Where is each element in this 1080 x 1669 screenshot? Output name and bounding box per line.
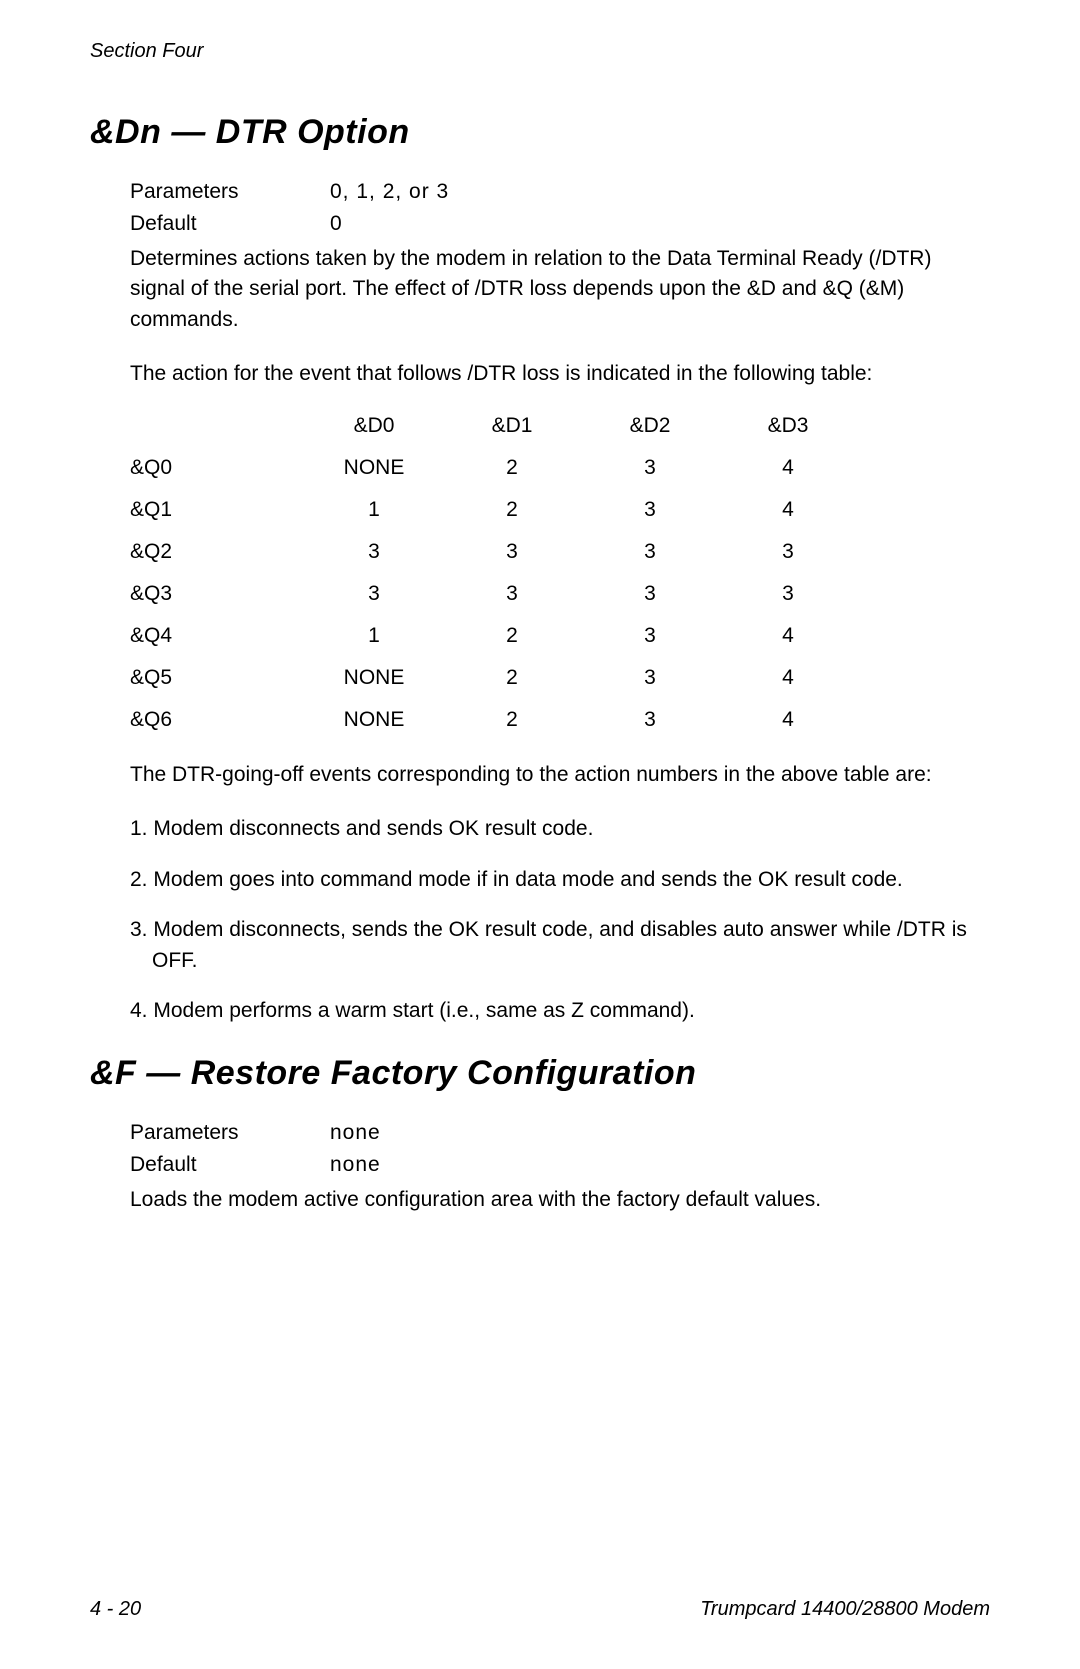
table-cell: 1 bbox=[305, 498, 443, 522]
section-label: Section Four bbox=[90, 40, 203, 62]
section2-content: Parameters none Default none Loads the m… bbox=[90, 1121, 990, 1215]
section-title-dtr: &Dn — DTR Option bbox=[90, 113, 990, 152]
table-cell: 2 bbox=[443, 624, 581, 648]
dtr-table: &D0 &D1 &D2 &D3 &Q0 NONE 2 3 4 &Q1 1 2 3… bbox=[130, 414, 990, 732]
table-cell: 4 bbox=[719, 456, 857, 480]
table-cell: 3 bbox=[443, 582, 581, 606]
table-cell: 3 bbox=[581, 582, 719, 606]
table-cell: NONE bbox=[305, 456, 443, 480]
table-cell: 4 bbox=[719, 666, 857, 690]
section1-content: Parameters 0, 1, 2, or 3 Default 0 Deter… bbox=[90, 180, 990, 1026]
table-row: &Q2 3 3 3 3 bbox=[130, 540, 990, 564]
table-cell: 3 bbox=[581, 498, 719, 522]
default-row: Default none bbox=[130, 1153, 990, 1177]
table-row-label: &Q3 bbox=[130, 582, 305, 606]
default-row: Default 0 bbox=[130, 212, 990, 236]
parameters-value: none bbox=[330, 1121, 381, 1145]
default-value: none bbox=[330, 1153, 381, 1177]
table-cell: 2 bbox=[443, 666, 581, 690]
page-number: 4 - 20 bbox=[90, 1598, 141, 1621]
parameters-label: Parameters bbox=[130, 180, 330, 204]
table-row-label: &Q4 bbox=[130, 624, 305, 648]
table-cell: 3 bbox=[443, 540, 581, 564]
table-row: &Q3 3 3 3 3 bbox=[130, 582, 990, 606]
default-value: 0 bbox=[330, 212, 343, 236]
table-header-d2: &D2 bbox=[581, 414, 719, 438]
table-cell: NONE bbox=[305, 666, 443, 690]
table-cell: 4 bbox=[719, 498, 857, 522]
table-cell: 3 bbox=[581, 456, 719, 480]
table-cell: 2 bbox=[443, 456, 581, 480]
page-footer: 4 - 20 Trumpcard 14400/28800 Modem bbox=[90, 1598, 990, 1621]
table-cell: 3 bbox=[581, 666, 719, 690]
table-cell: 3 bbox=[581, 708, 719, 732]
list-item-2: 2. Modem goes into command mode if in da… bbox=[130, 865, 990, 895]
page-header: Section Four bbox=[90, 40, 990, 63]
table-cell: 3 bbox=[305, 540, 443, 564]
list-item-1: 1. Modem disconnects and sends OK result… bbox=[130, 814, 990, 844]
table-cell: 3 bbox=[719, 540, 857, 564]
table-row: &Q1 1 2 3 4 bbox=[130, 498, 990, 522]
list-item-3: 3. Modem disconnects, sends the OK resul… bbox=[130, 915, 990, 976]
description1: Determines actions taken by the modem in… bbox=[130, 244, 990, 335]
table-header-d1: &D1 bbox=[443, 414, 581, 438]
parameters-row: Parameters none bbox=[130, 1121, 990, 1145]
table-cell: 4 bbox=[719, 624, 857, 648]
table-row-label: &Q5 bbox=[130, 666, 305, 690]
section-title-factory: &F — Restore Factory Configuration bbox=[90, 1054, 990, 1093]
table-row: &Q0 NONE 2 3 4 bbox=[130, 456, 990, 480]
table-header-empty bbox=[130, 414, 305, 438]
table-cell: 2 bbox=[443, 708, 581, 732]
table-cell: 2 bbox=[443, 498, 581, 522]
table-cell: 3 bbox=[581, 624, 719, 648]
table-row-label: &Q2 bbox=[130, 540, 305, 564]
table-cell: 4 bbox=[719, 708, 857, 732]
table-row: &Q6 NONE 2 3 4 bbox=[130, 708, 990, 732]
table-row: &Q5 NONE 2 3 4 bbox=[130, 666, 990, 690]
parameters-label: Parameters bbox=[130, 1121, 330, 1145]
description1: Loads the modem active configuration are… bbox=[130, 1185, 990, 1215]
table-cell: 3 bbox=[305, 582, 443, 606]
default-label: Default bbox=[130, 1153, 330, 1177]
parameters-value: 0, 1, 2, or 3 bbox=[330, 180, 449, 204]
default-label: Default bbox=[130, 212, 330, 236]
table-row-label: &Q0 bbox=[130, 456, 305, 480]
description3: The DTR-going-off events corresponding t… bbox=[130, 760, 990, 790]
table-row-label: &Q1 bbox=[130, 498, 305, 522]
table-cell: 3 bbox=[581, 540, 719, 564]
parameters-row: Parameters 0, 1, 2, or 3 bbox=[130, 180, 990, 204]
product-name: Trumpcard 14400/28800 Modem bbox=[700, 1598, 990, 1621]
table-cell: NONE bbox=[305, 708, 443, 732]
table-cell: 1 bbox=[305, 624, 443, 648]
table-header-row: &D0 &D1 &D2 &D3 bbox=[130, 414, 990, 438]
table-row-label: &Q6 bbox=[130, 708, 305, 732]
table-header-d3: &D3 bbox=[719, 414, 857, 438]
list-item-4: 4. Modem performs a warm start (i.e., sa… bbox=[130, 996, 990, 1026]
table-header-d0: &D0 bbox=[305, 414, 443, 438]
description2: The action for the event that follows /D… bbox=[130, 359, 990, 389]
table-row: &Q4 1 2 3 4 bbox=[130, 624, 990, 648]
table-cell: 3 bbox=[719, 582, 857, 606]
